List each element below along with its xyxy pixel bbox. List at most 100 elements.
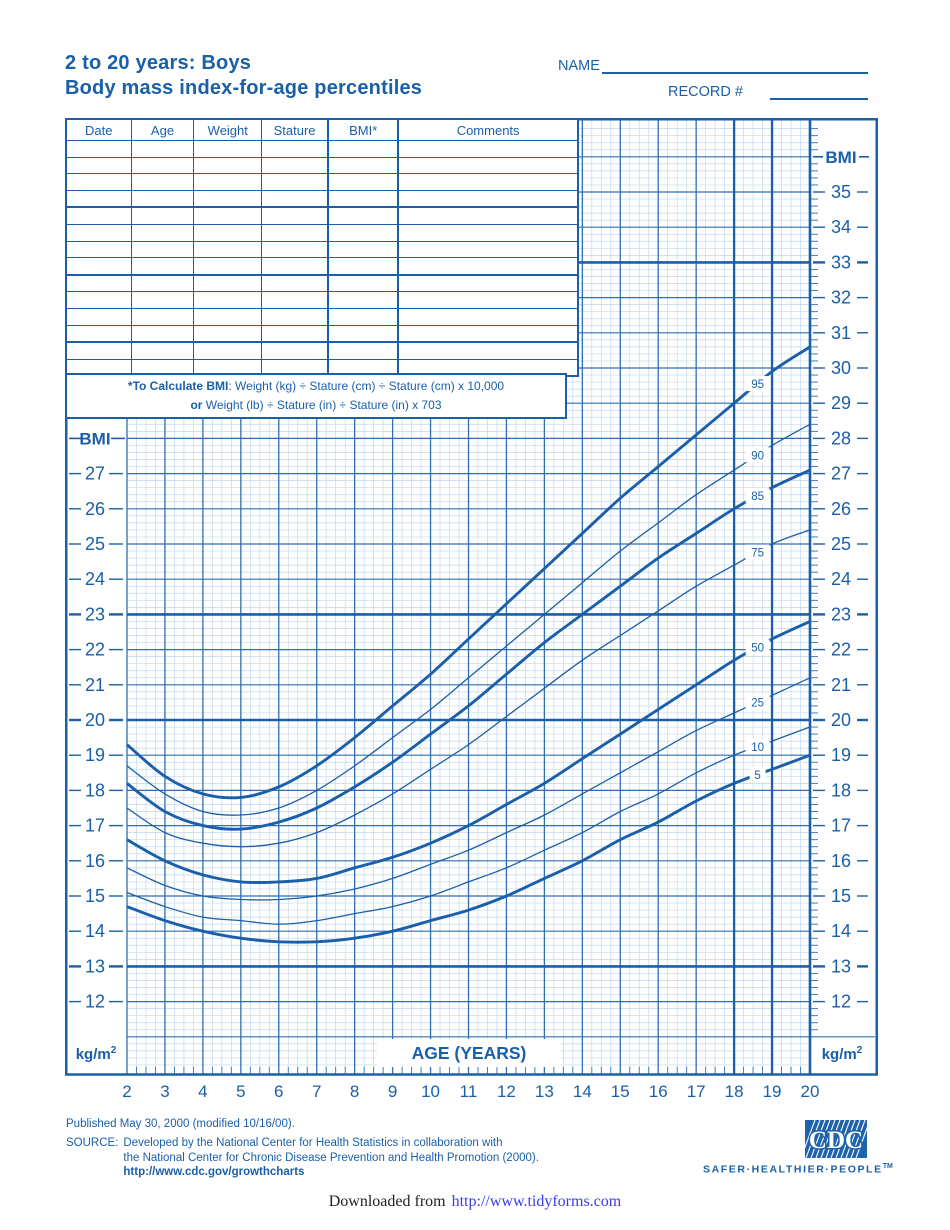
y-axis-right-tick-label: 24 — [831, 569, 851, 589]
table-cell — [397, 307, 579, 326]
table-cell — [65, 274, 132, 293]
cdc-logo-hatch — [805, 1120, 867, 1158]
table-cell — [130, 223, 195, 242]
bmi-entry-table: Date Age Weight Stature BMI* Comments — [65, 118, 579, 378]
table-row — [65, 274, 579, 293]
table-cell — [397, 240, 579, 259]
table-cell — [193, 291, 263, 309]
x-axis-tick-label: 16 — [649, 1082, 668, 1101]
y-axis-right-tick-label: 35 — [831, 182, 851, 202]
x-axis-tick-label: 10 — [421, 1082, 440, 1101]
y-axis-right-tick-label: 29 — [831, 393, 851, 413]
table-cell — [65, 189, 132, 209]
source-label: SOURCE: — [66, 1137, 119, 1149]
record-field — [770, 82, 868, 100]
x-axis-tick-label: 15 — [611, 1082, 630, 1101]
y-axis-left-tick-label: 17 — [85, 816, 105, 836]
name-label: NAME — [558, 58, 600, 74]
table-cell — [397, 291, 579, 309]
table-cell — [327, 274, 399, 293]
percentile-curve-90 — [126, 423, 811, 816]
y-axis-right-tick-label: 21 — [831, 675, 851, 695]
percentile-curve-95 — [126, 345, 811, 800]
table-cell — [327, 223, 399, 242]
table-cell — [193, 156, 263, 175]
x-axis-tick-label: 9 — [388, 1082, 397, 1101]
percentile-curve-50 — [126, 620, 811, 885]
cdc-logo: CDC — [805, 1120, 867, 1158]
table-cell — [327, 156, 399, 175]
table-header-date: Date — [65, 118, 132, 141]
table-cell — [397, 206, 579, 225]
percentile-curve-85 — [126, 468, 811, 831]
y-axis-right-tick-label: 30 — [831, 358, 851, 378]
table-cell — [130, 324, 195, 344]
table-cell — [130, 240, 195, 259]
table-cell — [193, 223, 263, 242]
table-cell — [261, 291, 329, 309]
y-axis-right-tick-label: 31 — [831, 323, 851, 343]
table-cell — [397, 140, 579, 158]
table-cell — [397, 156, 579, 175]
table-cell — [65, 240, 132, 259]
table-header-age: Age — [130, 118, 195, 141]
table-cell — [261, 189, 329, 209]
table-cell — [130, 307, 195, 326]
table-cell — [261, 173, 329, 191]
y-axis-right-title: BMI — [825, 148, 856, 167]
unit-label-left: kg/m2 — [76, 1045, 117, 1063]
y-axis-right-tick-label: 15 — [831, 886, 851, 906]
table-cell — [130, 140, 195, 158]
table-cell — [130, 206, 195, 225]
table-row — [65, 140, 579, 158]
percentile-curve-10 — [126, 726, 811, 925]
table-cell — [261, 206, 329, 225]
table-row — [65, 324, 579, 344]
table-cell — [65, 291, 132, 309]
table-cell — [397, 173, 579, 191]
y-axis-left-tick-label: 23 — [85, 604, 105, 624]
table-cell — [397, 189, 579, 209]
y-axis-right: 35 34 33 32 31 30 29 28 27 26 25 24 23 22 21 20 19 18 17 16… — [813, 148, 869, 1012]
table-cell — [193, 257, 263, 276]
table-cell — [327, 324, 399, 344]
y-axis-right-tick-label: 32 — [831, 288, 851, 308]
table-cell — [261, 240, 329, 259]
x-axis-tick-label: 8 — [350, 1082, 359, 1101]
table-header-comments: Comments — [397, 118, 579, 141]
table-cell — [193, 206, 263, 225]
percentile-curve-25 — [126, 677, 811, 901]
table-cell — [65, 156, 132, 175]
table-row — [65, 173, 579, 191]
table-header-bmi: BMI* — [327, 118, 399, 141]
y-axis-left-tick-label: 13 — [85, 956, 105, 976]
table-cell — [327, 206, 399, 225]
y-axis-left-tick-label: 20 — [85, 710, 105, 730]
table-row — [65, 358, 579, 377]
table-cell — [261, 307, 329, 326]
x-axis-tick-label: 19 — [763, 1082, 782, 1101]
bmi-formula-line2: or Weight (lb) ÷ Stature (in) ÷ Stature … — [190, 398, 442, 412]
table-header-weight: Weight — [193, 118, 263, 141]
download-prefix: Downloaded from — [328, 1193, 446, 1210]
y-axis-left-tick-label: 27 — [85, 464, 105, 484]
y-axis-right-tick-label: 19 — [831, 745, 851, 765]
table-cell — [65, 307, 132, 326]
table-cell — [261, 156, 329, 175]
x-axis-title: AGE (YEARS) — [412, 1043, 527, 1063]
table-cell — [130, 156, 195, 175]
table-row — [65, 189, 579, 209]
y-axis-left-tick-label: 22 — [85, 640, 105, 660]
source-note: SOURCE: Developed by the National Center… — [66, 1136, 539, 1180]
y-axis-right-tick-label: 17 — [831, 816, 851, 836]
table-row — [65, 307, 579, 326]
x-axis-tick-label: 11 — [460, 1082, 478, 1101]
tick-marks — [136, 128, 818, 1074]
table-cell — [261, 257, 329, 276]
table-cell — [327, 341, 399, 360]
table-row — [65, 223, 579, 242]
tidyforms-link[interactable]: http://www.tidyforms.com — [451, 1193, 622, 1210]
unit-label-right: kg/m2 — [822, 1045, 863, 1063]
published-note: Published May 30, 2000 (modified 10/16/0… — [66, 1118, 295, 1130]
